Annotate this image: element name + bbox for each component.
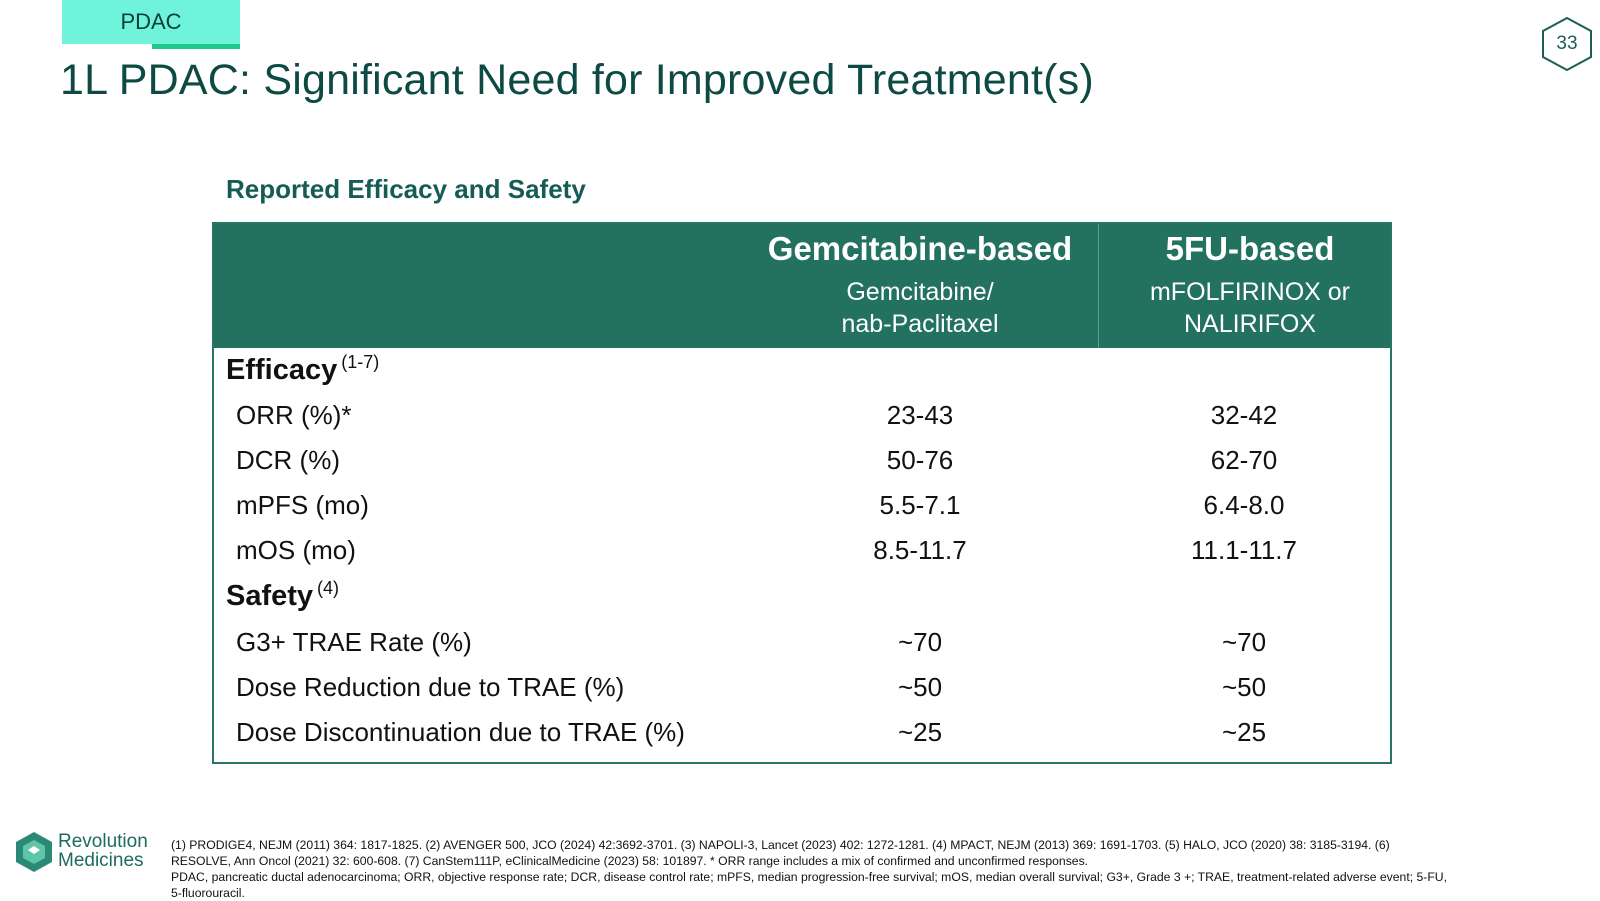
- group-label-efficacy: Efficacy (1-7): [226, 352, 380, 387]
- column-subtitle-line: nab-Paclitaxel: [841, 310, 999, 338]
- page-number-badge: 33: [1540, 16, 1594, 72]
- section-heading: Reported Efficacy and Safety: [226, 174, 586, 204]
- row-label: G3+ TRAE Rate (%): [236, 627, 472, 657]
- table-row: Dose Reduction due to TRAE (%) ~50 ~50: [214, 664, 1390, 710]
- efficacy-safety-table: Gemcitabine-based Gemcitabine/ nab-Pacli…: [212, 222, 1392, 764]
- cell-gemcitabine: 8.5-11.7: [873, 535, 967, 565]
- column-header-gemcitabine: Gemcitabine-based Gemcitabine/ nab-Pacli…: [742, 224, 1098, 348]
- logo-wordmark: Revolution Medicines: [58, 832, 148, 870]
- cell-5fu: ~25: [1221, 717, 1267, 747]
- row-label: DCR (%): [236, 445, 340, 475]
- cell-5fu: ~70: [1221, 627, 1267, 657]
- column-subtitle-line: mFOLFIRINOX or: [1149, 278, 1350, 306]
- cell-5fu: ~50: [1221, 672, 1267, 702]
- group-label-text: Safety: [226, 580, 314, 612]
- column-title: Gemcitabine-based: [767, 230, 1073, 267]
- column-subtitle: Gemcitabine/ nab-Paclitaxel: [742, 276, 1098, 340]
- cell-gemcitabine: ~25: [897, 717, 943, 747]
- column-divider: [1098, 224, 1099, 348]
- column-subtitle: mFOLFIRINOX or NALIRIFOX: [1100, 276, 1400, 340]
- company-logo: Revolution Medicines: [14, 830, 164, 874]
- column-subtitle-line: Gemcitabine/: [846, 278, 994, 306]
- cell-5fu: 32-42: [1210, 400, 1278, 430]
- page-number: 33: [1556, 33, 1578, 54]
- group-label-text: Efficacy: [226, 354, 338, 386]
- section-tag-underline: [152, 44, 240, 49]
- column-subtitle-line: NALIRIFOX: [1184, 310, 1316, 338]
- revolution-medicines-logo-icon: [16, 832, 52, 872]
- cell-gemcitabine: ~70: [897, 627, 943, 657]
- table-row: ORR (%)* 23-43 32-42: [214, 392, 1390, 438]
- table-row: DCR (%) 50-76 62-70: [214, 437, 1390, 483]
- table-row: Dose Discontinuation due to TRAE (%) ~25…: [214, 709, 1390, 755]
- cell-gemcitabine: 23-43: [886, 400, 954, 430]
- logo-wordmark-line: Medicines: [58, 850, 144, 871]
- row-label: Dose Discontinuation due to TRAE (%): [236, 717, 685, 747]
- footnote-references: (1) PRODIGE4, NEJM (2011) 364: 1817-1825…: [171, 838, 1390, 868]
- footnotes: (1) PRODIGE4, NEJM (2011) 364: 1817-1825…: [171, 837, 1451, 901]
- reference-superscript: (4): [317, 578, 340, 598]
- row-label: ORR (%)*: [236, 400, 352, 430]
- table-row: G3+ TRAE Rate (%) ~70 ~70: [214, 619, 1390, 665]
- table-row: mOS (mo) 8.5-11.7 11.1-11.7: [214, 527, 1390, 573]
- column-header-5fu: 5FU-based mFOLFIRINOX or NALIRIFOX: [1100, 224, 1400, 348]
- row-label: mPFS (mo): [236, 490, 369, 520]
- cell-gemcitabine: ~50: [897, 672, 943, 702]
- section-tag: PDAC: [62, 0, 240, 44]
- footnote-abbreviations: PDAC, pancreatic ductal adenocarcinoma; …: [171, 870, 1447, 900]
- column-title: 5FU-based: [1165, 230, 1335, 267]
- slide-title: 1L PDAC: Significant Need for Improved T…: [60, 56, 1094, 104]
- group-label-safety: Safety (4): [226, 578, 340, 613]
- cell-5fu: 6.4-8.0: [1203, 490, 1285, 520]
- cell-gemcitabine: 5.5-7.1: [879, 490, 961, 520]
- cell-5fu: 62-70: [1210, 445, 1278, 475]
- reference-superscript: (1-7): [341, 352, 380, 372]
- table-row: mPFS (mo) 5.5-7.1 6.4-8.0: [214, 482, 1390, 528]
- row-label: Dose Reduction due to TRAE (%): [236, 672, 625, 702]
- table-header: Gemcitabine-based Gemcitabine/ nab-Pacli…: [214, 224, 1390, 348]
- hexagon-icon: [1542, 16, 1592, 72]
- cell-5fu: 11.1-11.7: [1190, 535, 1297, 565]
- logo-wordmark-line: Revolution: [58, 831, 148, 852]
- cell-gemcitabine: 50-76: [886, 445, 954, 475]
- row-label: mOS (mo): [236, 535, 356, 565]
